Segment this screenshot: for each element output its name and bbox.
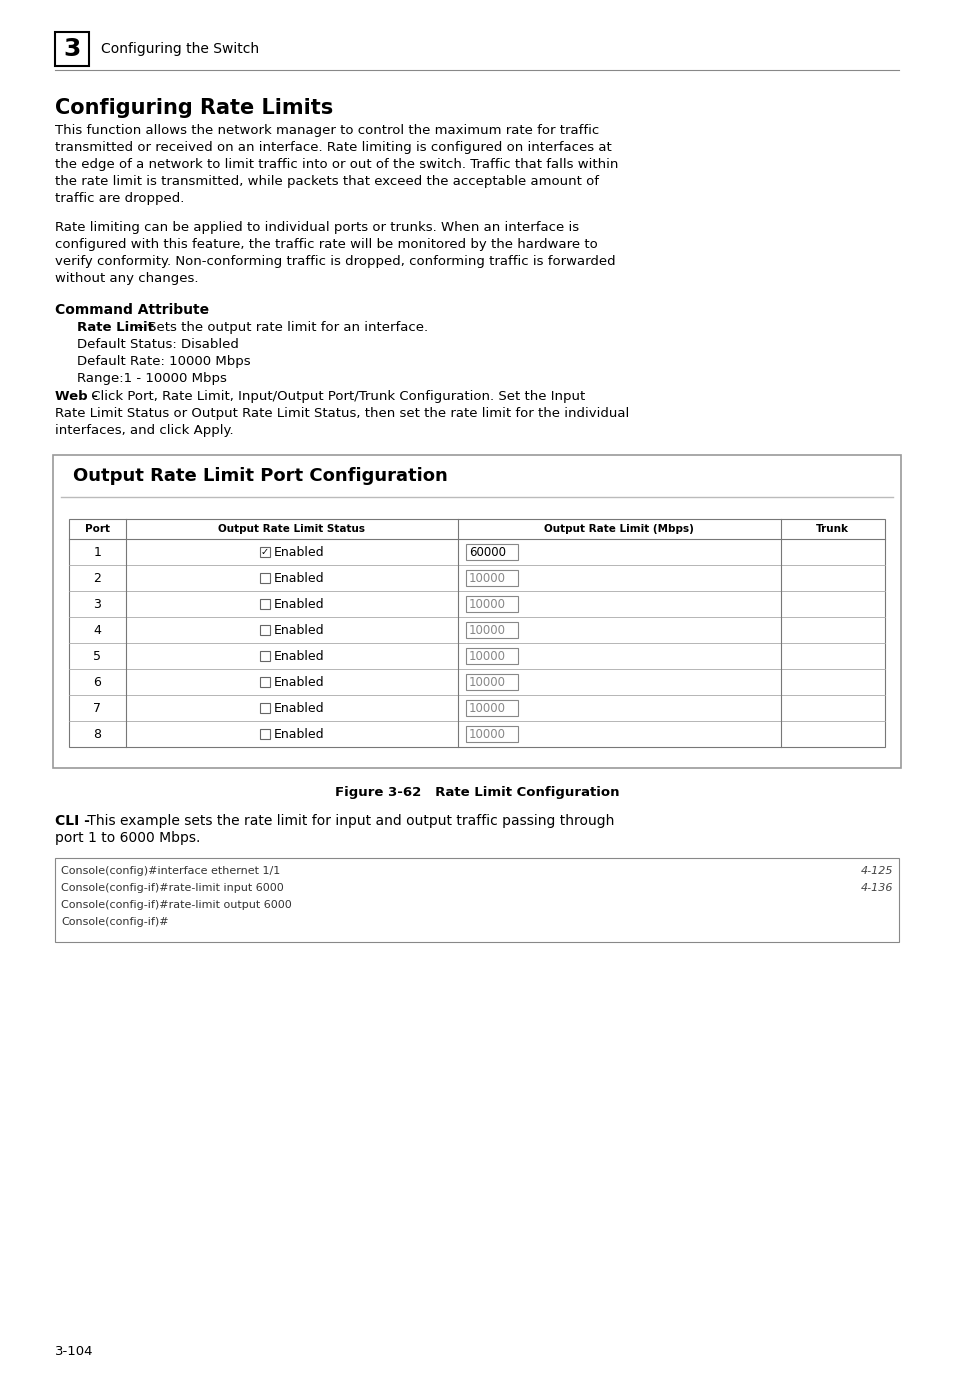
- Bar: [260, 729, 270, 738]
- Text: 8: 8: [93, 727, 101, 741]
- Text: CLI -: CLI -: [55, 813, 90, 829]
- Text: Rate limiting can be applied to individual ports or trunks. When an interface is: Rate limiting can be applied to individu…: [55, 221, 578, 235]
- Bar: [465, 622, 517, 638]
- Text: 4: 4: [93, 623, 101, 637]
- Text: traffic are dropped.: traffic are dropped.: [55, 192, 184, 205]
- Text: transmitted or received on an interface. Rate limiting is configured on interfac: transmitted or received on an interface.…: [55, 142, 611, 154]
- Text: Enabled: Enabled: [274, 701, 324, 715]
- Text: Command Attribute: Command Attribute: [55, 303, 209, 316]
- Text: Default Status: Disabled: Default Status: Disabled: [77, 339, 238, 351]
- Text: 10000: 10000: [469, 701, 505, 715]
- Text: port 1 to 6000 Mbps.: port 1 to 6000 Mbps.: [55, 831, 200, 845]
- Text: Enabled: Enabled: [274, 623, 324, 637]
- Text: 3: 3: [93, 597, 101, 611]
- Text: 2: 2: [93, 572, 101, 584]
- Text: Trunk: Trunk: [816, 525, 848, 534]
- Text: Web -: Web -: [55, 390, 98, 403]
- Text: 10000: 10000: [469, 623, 505, 637]
- Text: Rate Limit Status or Output Rate Limit Status, then set the rate limit for the i: Rate Limit Status or Output Rate Limit S…: [55, 407, 629, 421]
- Text: 1: 1: [93, 545, 101, 558]
- Text: configured with this feature, the traffic rate will be monitored by the hardware: configured with this feature, the traffi…: [55, 237, 598, 251]
- Text: Enabled: Enabled: [274, 676, 324, 688]
- Text: 6: 6: [93, 676, 101, 688]
- Bar: [260, 625, 270, 634]
- Text: Default Rate: 10000 Mbps: Default Rate: 10000 Mbps: [77, 355, 251, 368]
- Text: the rate limit is transmitted, while packets that exceed the acceptable amount o: the rate limit is transmitted, while pac…: [55, 175, 598, 187]
- Text: This example sets the rate limit for input and output traffic passing through: This example sets the rate limit for inp…: [83, 813, 614, 829]
- Bar: [260, 600, 270, 609]
- Text: 3-104: 3-104: [55, 1345, 93, 1357]
- Text: Console(config-if)#rate-limit input 6000: Console(config-if)#rate-limit input 6000: [61, 883, 283, 892]
- Text: Enabled: Enabled: [274, 727, 324, 741]
- Bar: [465, 544, 517, 559]
- Text: Console(config-if)#rate-limit output 6000: Console(config-if)#rate-limit output 600…: [61, 899, 292, 911]
- Text: 60000: 60000: [469, 545, 505, 558]
- Bar: [260, 702, 270, 713]
- Text: Rate Limit: Rate Limit: [77, 321, 153, 335]
- Text: 10000: 10000: [469, 572, 505, 584]
- Bar: [53, 455, 900, 768]
- Text: Range:1 - 10000 Mbps: Range:1 - 10000 Mbps: [77, 372, 227, 384]
- Bar: [465, 570, 517, 586]
- Text: Enabled: Enabled: [274, 545, 324, 558]
- Bar: [465, 726, 517, 743]
- Text: 4-125: 4-125: [860, 866, 892, 876]
- Text: 10000: 10000: [469, 676, 505, 688]
- Text: 4-136: 4-136: [860, 883, 892, 892]
- Text: 10000: 10000: [469, 727, 505, 741]
- Bar: [260, 677, 270, 687]
- Bar: [55, 858, 898, 942]
- Text: 3: 3: [63, 37, 81, 61]
- Bar: [55, 32, 89, 67]
- Bar: [465, 700, 517, 716]
- Text: Port: Port: [85, 525, 110, 534]
- Text: the edge of a network to limit traffic into or out of the switch. Traffic that f: the edge of a network to limit traffic i…: [55, 158, 618, 171]
- Bar: [260, 651, 270, 661]
- Text: Enabled: Enabled: [274, 572, 324, 584]
- Text: interfaces, and click Apply.: interfaces, and click Apply.: [55, 423, 233, 437]
- Text: Output Rate Limit Status: Output Rate Limit Status: [218, 525, 365, 534]
- Text: Output Rate Limit Port Configuration: Output Rate Limit Port Configuration: [73, 466, 447, 484]
- Bar: [465, 595, 517, 612]
- Text: 5: 5: [93, 650, 101, 662]
- Text: Figure 3-62   Rate Limit Configuration: Figure 3-62 Rate Limit Configuration: [335, 786, 618, 799]
- Text: Configuring the Switch: Configuring the Switch: [101, 42, 259, 56]
- Bar: [260, 547, 270, 557]
- Text: This function allows the network manager to control the maximum rate for traffic: This function allows the network manager…: [55, 124, 598, 137]
- Bar: [260, 573, 270, 583]
- Text: Configuring Rate Limits: Configuring Rate Limits: [55, 99, 333, 118]
- Text: Enabled: Enabled: [274, 597, 324, 611]
- Text: verify conformity. Non-conforming traffic is dropped, conforming traffic is forw: verify conformity. Non-conforming traffi…: [55, 255, 615, 268]
- Text: Output Rate Limit (Mbps): Output Rate Limit (Mbps): [544, 525, 694, 534]
- Bar: [465, 648, 517, 663]
- Text: Click Port, Rate Limit, Input/Output Port/Trunk Configuration. Set the Input: Click Port, Rate Limit, Input/Output Por…: [87, 390, 584, 403]
- Text: without any changes.: without any changes.: [55, 272, 198, 285]
- Text: Enabled: Enabled: [274, 650, 324, 662]
- Text: Console(config)#interface ethernet 1/1: Console(config)#interface ethernet 1/1: [61, 866, 280, 876]
- Bar: [69, 519, 884, 747]
- Text: ✓: ✓: [260, 547, 269, 557]
- Text: – Sets the output rate limit for an interface.: – Sets the output rate limit for an inte…: [132, 321, 428, 335]
- Bar: [465, 675, 517, 690]
- Text: 7: 7: [93, 701, 101, 715]
- Text: 10000: 10000: [469, 650, 505, 662]
- Text: 10000: 10000: [469, 597, 505, 611]
- Text: Console(config-if)#: Console(config-if)#: [61, 917, 169, 927]
